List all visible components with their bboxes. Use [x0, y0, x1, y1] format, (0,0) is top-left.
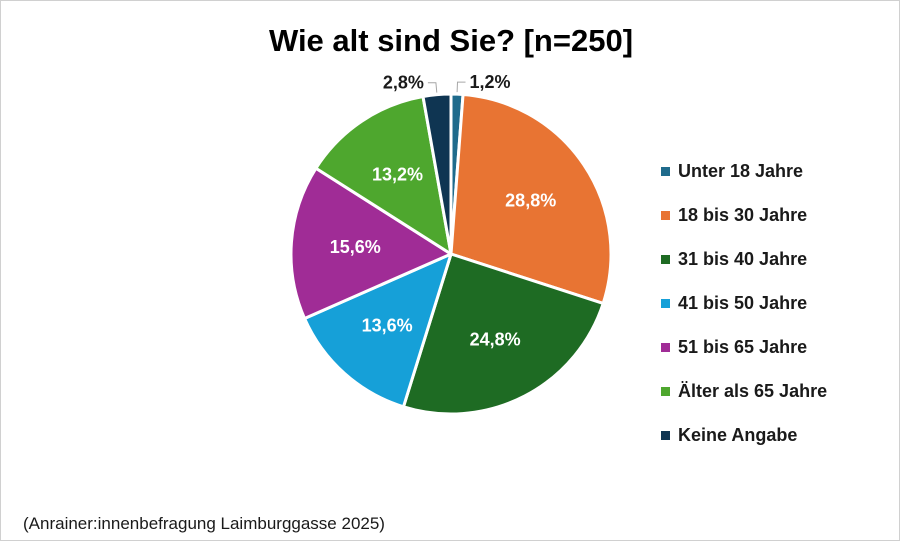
data-label: 24,8%	[470, 329, 521, 349]
source-note: (Anrainer:innenbefragung Laimburggasse 2…	[23, 514, 385, 533]
legend-item: 31 bis 40 Jahre	[661, 237, 827, 281]
legend-item: 41 bis 50 Jahre	[661, 281, 827, 325]
leader-line	[427, 82, 438, 93]
pie-slice	[401, 252, 605, 416]
legend-item: Älter als 65 Jahre	[661, 369, 827, 413]
data-label: 28,8%	[505, 191, 556, 211]
legend-label: 51 bis 65 Jahre	[678, 336, 808, 357]
pie-slice	[421, 92, 453, 256]
legend-item: 18 bis 30 Jahre	[661, 193, 827, 237]
legend-label: Keine Angabe	[678, 424, 798, 445]
data-label: 1,2%	[470, 72, 511, 92]
legend-swatch	[661, 166, 670, 176]
legend-item: Unter 18 Jahre	[661, 149, 827, 193]
legend-label: 18 bis 30 Jahre	[678, 204, 808, 225]
data-label: 13,2%	[372, 164, 423, 184]
legend-label: Unter 18 Jahre	[678, 160, 804, 181]
legend-swatch	[661, 298, 670, 308]
legend-swatch	[661, 254, 670, 264]
data-label: 2,8%	[383, 73, 424, 93]
pie-slice	[303, 252, 453, 409]
legend-label: Älter als 65 Jahre	[678, 380, 828, 401]
pie-slice	[314, 94, 453, 256]
pie-slice	[289, 166, 453, 320]
data-label: 15,6%	[330, 237, 381, 257]
leader-line	[456, 81, 466, 93]
data-label: 13,6%	[362, 316, 413, 336]
pie-slice	[449, 92, 613, 305]
legend-swatch	[661, 342, 670, 352]
legend-swatch	[661, 210, 670, 220]
legend-swatch	[661, 430, 670, 440]
legend-item: 51 bis 65 Jahre	[661, 325, 827, 369]
legend: Unter 18 Jahre 18 bis 30 Jahre 31 bis 40…	[661, 149, 827, 457]
legend-swatch	[661, 386, 670, 396]
chart-title: Wie alt sind Sie? [n=250]	[268, 23, 634, 58]
legend-label: 41 bis 50 Jahre	[678, 292, 808, 313]
legend-item: Keine Angabe	[661, 413, 827, 457]
legend-label: 31 bis 40 Jahre	[678, 248, 808, 269]
